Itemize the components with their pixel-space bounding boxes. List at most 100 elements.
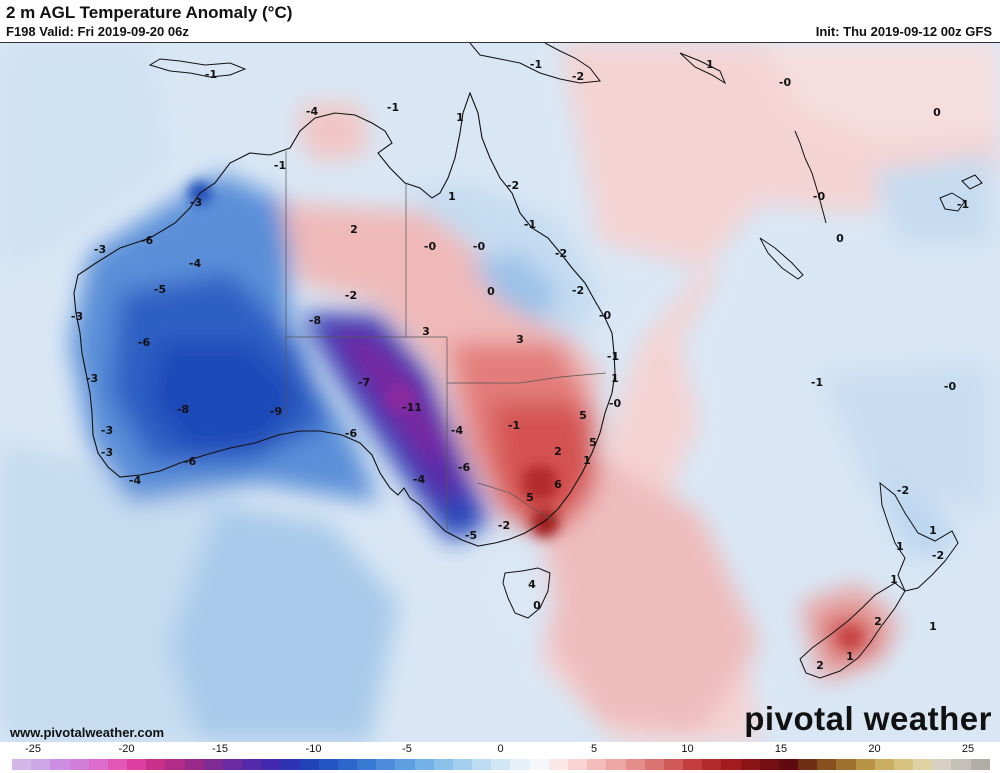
anomaly-value-label: 1: [896, 540, 904, 553]
colorbar-swatch: [12, 759, 32, 770]
colorbar-tick-label: -15: [212, 743, 228, 755]
australia-coastline: [73, 91, 616, 547]
anomaly-detail: [188, 181, 860, 648]
anomaly-value-label: 1: [846, 650, 854, 663]
anomaly-value-label: -3: [101, 446, 113, 459]
anomaly-value-label: -1: [530, 58, 542, 71]
colorbar-swatch: [127, 759, 147, 770]
nz-north-island-coastline: [879, 481, 959, 592]
colorbar-swatch: [222, 759, 243, 770]
anomaly-value-label: 0: [487, 285, 495, 298]
colorbar-swatch: [107, 759, 128, 770]
website-url[interactable]: www.pivotalweather.com: [10, 725, 165, 740]
colorbar-swatches: [12, 759, 990, 770]
anomaly-value-label: 1: [929, 524, 937, 537]
anomaly-value-label: -3: [71, 310, 83, 323]
colorbar-swatch: [50, 759, 70, 770]
tasmania-coastline: [502, 567, 551, 619]
colorbar-swatch: [625, 759, 645, 770]
colorbar-swatch: [452, 759, 473, 770]
anomaly-value-label: -1: [607, 350, 619, 363]
colorbar-swatch: [261, 759, 281, 770]
anomaly-value-label: 5: [589, 436, 597, 449]
colorbar-swatch: [529, 759, 549, 770]
colorbar-swatch: [414, 759, 434, 770]
anomaly-value-label: -0: [473, 240, 486, 253]
anomaly-value-label: -2: [897, 484, 909, 497]
colorbar-swatch: [548, 759, 568, 770]
anomaly-value-label: 0: [836, 232, 844, 245]
anomaly-value-label: -3: [101, 424, 113, 437]
colorbar-swatch: [893, 759, 914, 770]
colorbar-ticks: -25 -20 -15 -10 -5 0 5 10 15 20 25: [0, 743, 1000, 757]
colorbar-swatch: [357, 759, 377, 770]
colorbar: -25 -20 -15 -10 -5 0 5 10 15 20 25: [0, 742, 1000, 773]
anomaly-value-label: -1: [387, 101, 399, 114]
colorbar-swatch: [203, 759, 223, 770]
colorbar-swatch: [491, 759, 511, 770]
anomaly-value-label: -6: [184, 455, 197, 468]
map-canvas: -1-1-21-00-4 -11-1-3 1-2-1-2-0-10-6-32-0 -0…: [0, 43, 1000, 743]
anomaly-value-label: 3: [516, 333, 524, 346]
colorbar-swatch: [472, 759, 492, 770]
anomaly-value-label: -8: [309, 314, 321, 327]
anomaly-value-label: -5: [154, 283, 166, 296]
colorbar-tick-label: -5: [402, 743, 412, 755]
colorbar-swatch: [721, 759, 741, 770]
anomaly-value-label: 2: [874, 615, 882, 628]
colorbar-tick-label: 20: [868, 743, 881, 755]
anomaly-value-label: 4: [528, 578, 536, 591]
map-header: 2 m AGL Temperature Anomaly (°C) F198 Va…: [0, 0, 1000, 42]
colorbar-swatch: [644, 759, 664, 770]
vanuatu-coastline: [794, 130, 827, 224]
anomaly-value-label: 2: [816, 659, 824, 672]
anomaly-value-label: 1: [456, 111, 464, 124]
colorbar-swatch: [778, 759, 799, 770]
anomaly-value-label: -6: [345, 427, 358, 440]
colorbar-swatch: [702, 759, 722, 770]
state-borders: [285, 151, 607, 530]
colorbar-swatch: [855, 759, 875, 770]
colorbar-swatch: [242, 759, 262, 770]
init-time: Init: Thu 2019-09-12 00z GFS: [815, 24, 992, 39]
anomaly-value-label: -9: [270, 405, 282, 418]
colorbar-swatch: [318, 759, 338, 770]
timor-coastline: [148, 58, 247, 78]
anomaly-value-label: -1: [524, 218, 536, 231]
anomaly-value-label: -11: [402, 401, 422, 414]
colorbar-swatch: [184, 759, 204, 770]
colorbar-swatch: [951, 759, 971, 770]
anomaly-value-label: -0: [813, 190, 826, 203]
anomaly-value-labels: -1-1-21-00-4 -11-1-3 1-2-1-2-0-10-6-32-0 -0…: [71, 58, 969, 672]
colorbar-swatch: [932, 759, 952, 770]
colorbar-tick-label: 5: [590, 743, 598, 755]
colorbar-swatch: [913, 759, 933, 770]
anomaly-value-label: -0: [779, 76, 792, 89]
anomaly-value-label: -6: [141, 234, 154, 247]
anomaly-value-label: -1: [811, 376, 823, 389]
anomaly-value-label: -1: [274, 159, 286, 172]
colorbar-tick-label: 15: [774, 743, 788, 755]
colorbar-swatch: [299, 759, 319, 770]
anomaly-value-label: -0: [599, 309, 612, 322]
colorbar-swatch: [836, 759, 856, 770]
anomaly-value-label: 5: [526, 491, 534, 504]
solomon-islands-coastline: [679, 52, 727, 85]
anomaly-value-label: 3: [422, 325, 430, 338]
anomaly-value-label: -2: [932, 549, 944, 562]
anomaly-shading: [0, 43, 1000, 743]
anomaly-value-label: -3: [86, 372, 98, 385]
colorbar-swatch: [740, 759, 760, 770]
anomaly-value-label: -1: [508, 419, 520, 432]
anomaly-value-label: 1: [890, 573, 898, 586]
anomaly-value-label: -6: [458, 461, 471, 474]
new-guinea-coastline: [469, 43, 601, 84]
map-title: 2 m AGL Temperature Anomaly (°C): [6, 3, 293, 22]
colorbar-tick-label: 0: [497, 743, 504, 755]
colorbar-swatch: [683, 759, 703, 770]
anomaly-value-label: -7: [358, 376, 370, 389]
colorbar-swatch: [433, 759, 453, 770]
anomaly-value-label: 1: [583, 454, 591, 467]
colorbar-swatch: [587, 759, 607, 770]
anomaly-value-label: -4: [451, 424, 464, 437]
